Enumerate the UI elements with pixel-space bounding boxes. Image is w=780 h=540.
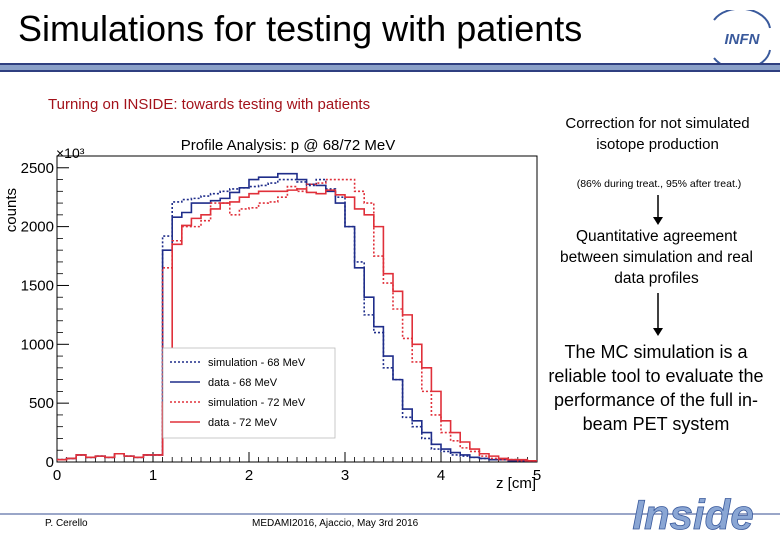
slide-title: Simulations for testing with patients — [18, 8, 583, 49]
note-agreement: Quantitative agreement between simulatio… — [559, 228, 753, 287]
series-line — [57, 188, 537, 462]
logo-text: INFN — [725, 31, 761, 48]
legend: simulation - 68 MeV data - 68 MeV simulati… — [162, 347, 336, 439]
x-tick-label: 4 — [437, 467, 445, 484]
legend-box — [162, 347, 336, 439]
title-bar — [0, 63, 780, 72]
note-conclusion: The MC simulation is a reliable tool to … — [548, 342, 764, 434]
axes: 0 1 2 3 4 5 0 500 1000 1500 2000 2500 — [21, 160, 542, 484]
x-tick-label: 1 — [149, 467, 157, 484]
y-multiplier-label: ×10³ — [56, 145, 85, 161]
y-tick-label: 1500 — [21, 277, 54, 294]
profile-chart: Profile Analysis: p @ 68/72 MeV ×10³ cou… — [3, 137, 542, 492]
legend-label: simulation - 72 MeV — [208, 397, 306, 409]
x-tick-label: 2 — [245, 467, 253, 484]
slide-subtitle: Turning on INSIDE: towards testing with … — [48, 96, 371, 113]
y-tick-label: 0 — [46, 454, 54, 471]
y-tick-label: 2000 — [21, 219, 54, 236]
arrow-down-icon — [653, 293, 663, 336]
inside-logo-text: Inside — [632, 491, 753, 537]
footer-bar — [0, 513, 780, 515]
arrow-down-icon — [653, 195, 663, 225]
chart-title: Profile Analysis: p @ 68/72 MeV — [181, 137, 396, 154]
infn-logo: INFN — [700, 7, 778, 71]
footer-event: MEDAMI2016, Ajaccio, May 3rd 2016 — [252, 518, 419, 529]
x-tick-label: 3 — [341, 467, 349, 484]
x-tick-label: 5 — [533, 467, 541, 484]
y-tick-label: 2500 — [21, 160, 54, 177]
legend-label: data - 72 MeV — [208, 417, 278, 429]
legend-label: simulation - 68 MeV — [208, 357, 306, 369]
y-tick-label: 1000 — [21, 336, 54, 353]
x-tick-label: 0 — [53, 467, 61, 484]
series-group — [57, 172, 537, 462]
y-axis-label: counts — [3, 188, 20, 232]
y-tick-label: 500 — [29, 395, 54, 412]
infn-logo-graphic: INFN — [713, 7, 771, 71]
footer-author: P. Cerello — [45, 518, 88, 529]
note-correction: Correction for not simulated isotope pro… — [565, 115, 750, 153]
note-correction-detail: (86% during treat., 95% after treat.) — [576, 178, 742, 190]
legend-label: data - 68 MeV — [208, 377, 278, 389]
x-axis-label: z [cm] — [496, 475, 536, 492]
inside-logo: Inside — [632, 491, 754, 537]
